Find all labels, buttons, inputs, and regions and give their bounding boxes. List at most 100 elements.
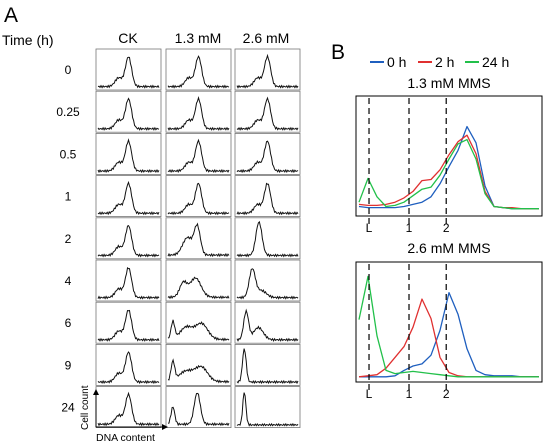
- histogram-frame: [234, 217, 301, 260]
- chart-title: 1.3 mM MMS: [407, 75, 490, 91]
- cell-count-label: Cell count: [80, 385, 91, 430]
- legend: 0 h 2 h 24 h: [370, 54, 509, 70]
- histogram-trace: [167, 55, 230, 89]
- series-line: [358, 275, 539, 378]
- mini-histogram: [165, 301, 232, 344]
- histogram-trace: [236, 308, 299, 342]
- row-label: 9: [65, 358, 72, 372]
- histogram-frame: [95, 343, 162, 386]
- mini-histogram: [95, 217, 162, 260]
- mini-histogram: [234, 132, 301, 175]
- mini-histogram: [165, 259, 232, 302]
- histogram-trace: [167, 222, 230, 258]
- mini-histogram: [95, 301, 162, 344]
- histogram-frame: [165, 343, 232, 386]
- dna-content-label: DNA content: [96, 432, 155, 444]
- mini-histogram: [165, 217, 232, 260]
- histogram-trace: [167, 358, 230, 384]
- row-label: 2: [65, 232, 72, 246]
- histogram-trace: [97, 391, 160, 427]
- time-header: Time (h): [2, 32, 54, 48]
- x-tick-label: 1: [406, 387, 413, 401]
- histogram-frame: [234, 343, 301, 386]
- dna-content-arrowhead-icon: [162, 424, 168, 430]
- legend-item: 0 h: [370, 54, 406, 70]
- overlay-histogram: 2.6 mM MMS L 1 2: [355, 240, 543, 401]
- legend-label: 2 h: [435, 54, 454, 70]
- histogram-frame: [95, 259, 162, 302]
- mini-histogram: [234, 217, 301, 260]
- histogram-trace: [97, 351, 160, 385]
- mini-histogram: [234, 386, 301, 429]
- mini-histogram: [95, 259, 162, 302]
- panel-b-label: B: [331, 41, 345, 64]
- x-tick-label: 2: [443, 221, 450, 235]
- x-tick-label: L: [366, 221, 373, 235]
- axis-indicator: Cell count DNA content: [80, 385, 168, 444]
- mini-histogram: [165, 90, 232, 133]
- histogram-trace: [236, 268, 299, 300]
- histogram-frame: [95, 217, 162, 260]
- histogram-frame: [95, 48, 162, 91]
- series-line: [358, 134, 539, 210]
- histogram-trace: [167, 319, 230, 342]
- overlay-histogram: 1.3 mM MMS L 1 2: [355, 75, 543, 235]
- chart-frame: [355, 95, 543, 217]
- row-label: 1: [65, 190, 72, 204]
- histogram-trace: [167, 95, 230, 131]
- panel-b-charts: 1.3 mM MMS L 1 2 2.6 mM MMS L 1 2: [355, 75, 543, 401]
- chart-frame: [355, 261, 543, 383]
- row-label: 0.25: [56, 105, 80, 119]
- histogram-frame: [95, 90, 162, 133]
- histogram-trace: [236, 96, 299, 131]
- column-header-1-3mm: 1.3 mM: [175, 30, 222, 46]
- histogram-trace: [97, 224, 160, 258]
- cell-count-arrowhead-icon: [93, 389, 99, 395]
- row-label: 0.5: [60, 147, 77, 161]
- mini-histogram: [95, 132, 162, 175]
- legend-item: 2 h: [418, 54, 454, 70]
- histogram-trace: [97, 56, 160, 89]
- histogram-frame: [234, 386, 301, 429]
- panel-a-label: A: [4, 4, 18, 27]
- column-header-ck: CK: [118, 30, 138, 46]
- x-tick-label: L: [366, 387, 373, 401]
- histogram-frame: [95, 301, 162, 344]
- histogram-trace: [167, 276, 230, 300]
- mini-histogram: [165, 132, 232, 175]
- column-header-2-6mm: 2.6 mM: [243, 30, 290, 46]
- row-label: 4: [65, 274, 72, 288]
- histogram-frame: [165, 386, 232, 429]
- legend-label: 0 h: [387, 54, 406, 70]
- mini-histogram: [165, 48, 232, 91]
- series-line: [359, 291, 539, 378]
- histogram-trace: [236, 392, 299, 427]
- histogram-frame: [165, 175, 232, 218]
- mini-histogram: [234, 343, 301, 386]
- histogram-frame: [234, 175, 301, 218]
- histogram-trace: [236, 182, 299, 216]
- mini-histogram: [234, 175, 301, 218]
- histogram-trace: [97, 138, 160, 174]
- histogram-frame: [165, 301, 232, 344]
- histogram-trace: [236, 53, 299, 89]
- x-tick-label: 2: [443, 387, 450, 401]
- histogram-trace: [236, 220, 299, 258]
- histogram-trace: [167, 392, 230, 427]
- mini-histogram: [165, 175, 232, 218]
- chart-title: 2.6 mM MMS: [407, 240, 490, 256]
- histogram-trace: [167, 138, 230, 174]
- mini-histogram: [95, 386, 162, 429]
- histogram-trace: [236, 140, 299, 174]
- histogram-trace: [97, 309, 160, 342]
- mini-histogram: [234, 90, 301, 133]
- histogram-frame: [234, 132, 301, 175]
- histogram-frame: [165, 217, 232, 260]
- histogram-trace: [236, 348, 299, 385]
- histogram-trace: [97, 180, 160, 216]
- row-label: 6: [65, 316, 72, 330]
- mini-histogram: [95, 343, 162, 386]
- histogram-frame: [165, 48, 232, 91]
- histogram-trace: [97, 97, 160, 131]
